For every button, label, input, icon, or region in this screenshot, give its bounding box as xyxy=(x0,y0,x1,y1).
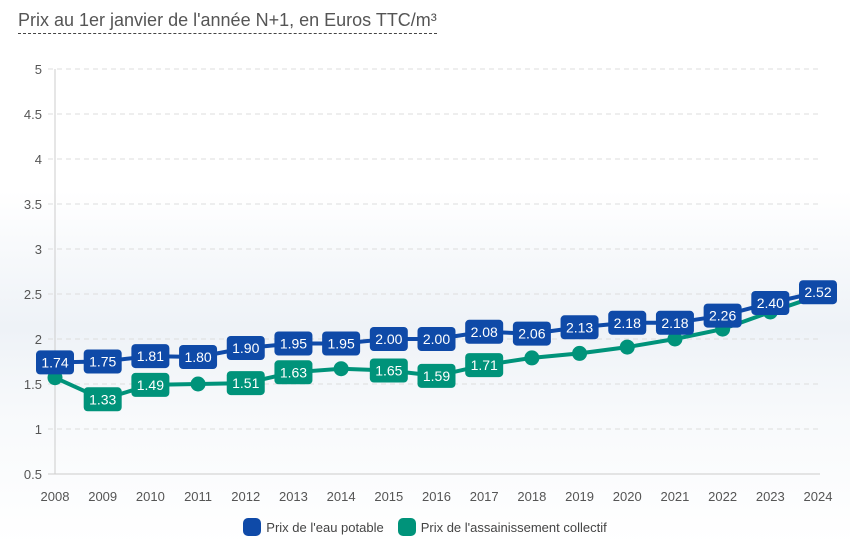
x-tick-label: 2012 xyxy=(231,489,260,504)
data-label: 2.13 xyxy=(566,319,593,335)
data-label-box xyxy=(131,344,170,369)
data-label: 2.52 xyxy=(804,284,831,300)
data-label-box xyxy=(703,303,742,328)
data-label: 2.18 xyxy=(614,315,641,331)
x-tick-label: 2019 xyxy=(565,489,594,504)
x-tick-label: 2021 xyxy=(660,489,689,504)
data-label: 2.00 xyxy=(423,331,450,347)
x-tick-label: 2023 xyxy=(756,489,785,504)
x-tick-label: 2009 xyxy=(88,489,117,504)
data-label: 1.65 xyxy=(375,363,402,379)
x-tick-label: 2020 xyxy=(613,489,642,504)
data-label: 1.95 xyxy=(328,336,355,352)
x-tick-label: 2010 xyxy=(136,489,165,504)
x-tick-label: 2016 xyxy=(422,489,451,504)
data-label-box xyxy=(322,331,361,356)
x-tick-label: 2011 xyxy=(184,489,212,504)
data-label: 2.40 xyxy=(757,295,784,311)
data-point[interactable] xyxy=(572,345,588,361)
data-label-box xyxy=(274,331,313,356)
data-label-box xyxy=(799,280,837,305)
data-label-box xyxy=(417,363,456,388)
data-label: 1.59 xyxy=(423,368,450,384)
data-label-box xyxy=(226,336,265,360)
data-label: 1.95 xyxy=(280,336,307,352)
y-tick-label: 3 xyxy=(35,242,42,257)
x-tick-label: 2024 xyxy=(804,489,833,504)
y-tick-label: 5 xyxy=(35,62,42,77)
x-tick-label: 2014 xyxy=(327,489,356,504)
data-label: 2.00 xyxy=(375,331,402,347)
data-label: 1.74 xyxy=(41,354,68,370)
data-label: 1.63 xyxy=(280,364,307,380)
data-label: 1.80 xyxy=(184,349,211,365)
data-label: 1.71 xyxy=(471,357,498,373)
data-label-box xyxy=(465,353,504,378)
data-label: 2.08 xyxy=(471,324,498,340)
data-label-box xyxy=(274,360,313,385)
y-tick-label: 4.5 xyxy=(24,107,42,122)
legend-swatch xyxy=(243,518,262,536)
y-tick-label: 2.5 xyxy=(24,287,42,302)
data-label-box xyxy=(83,387,122,412)
data-label: 1.75 xyxy=(89,354,116,370)
data-label-box xyxy=(560,315,599,340)
y-tick-label: 3.5 xyxy=(24,197,42,212)
data-label-box xyxy=(417,327,456,351)
data-point[interactable] xyxy=(619,339,635,355)
data-label: 2.18 xyxy=(661,315,688,331)
data-point[interactable] xyxy=(667,331,683,347)
data-label-box xyxy=(465,319,504,344)
data-label: 1.49 xyxy=(137,377,164,393)
data-label: 1.90 xyxy=(232,340,259,356)
data-label-box xyxy=(512,321,551,346)
data-label: 1.81 xyxy=(137,348,164,364)
data-label-box xyxy=(36,350,74,375)
legend-item-assainissement[interactable]: Prix de l'assainissement collectif xyxy=(397,518,607,536)
data-label-box xyxy=(608,310,647,335)
data-label-box xyxy=(83,349,122,374)
data-label-box xyxy=(369,358,408,383)
legend-label: Prix de l'assainissement collectif xyxy=(420,519,607,535)
data-label-box xyxy=(131,372,170,397)
y-tick-label: 0.5 xyxy=(24,467,42,482)
data-label-box xyxy=(751,291,790,315)
data-label: 1.33 xyxy=(89,391,116,407)
x-tick-label: 2018 xyxy=(517,489,546,504)
data-point[interactable] xyxy=(333,361,349,377)
chart-title: Prix au 1er janvier de l'année N+1, en E… xyxy=(18,10,437,34)
y-tick-label: 1 xyxy=(35,422,42,437)
legend-item-eau-potable[interactable]: Prix de l'eau potable xyxy=(243,518,384,536)
x-tick-label: 2013 xyxy=(279,489,308,504)
data-label-box xyxy=(369,327,408,351)
x-tick-label: 2008 xyxy=(41,489,70,504)
data-point[interactable] xyxy=(524,350,540,366)
data-label-box xyxy=(655,310,694,335)
data-label: 2.26 xyxy=(709,308,736,324)
y-tick-label: 4 xyxy=(35,152,42,167)
y-tick-label: 1.5 xyxy=(24,377,42,392)
legend-swatch xyxy=(397,518,416,536)
x-tick-label: 2017 xyxy=(470,489,499,504)
data-label: 2.06 xyxy=(518,326,545,342)
y-tick-label: 2 xyxy=(35,332,42,347)
x-tick-label: 2022 xyxy=(708,489,737,504)
data-label-box xyxy=(226,371,265,396)
legend: Prix de l'eau potable Prix de l'assainis… xyxy=(0,518,850,536)
legend-label: Prix de l'eau potable xyxy=(266,519,384,535)
data-label: 1.51 xyxy=(232,375,259,391)
data-point[interactable] xyxy=(190,376,206,392)
data-label-box xyxy=(179,345,218,369)
x-tick-label: 2015 xyxy=(374,489,403,504)
